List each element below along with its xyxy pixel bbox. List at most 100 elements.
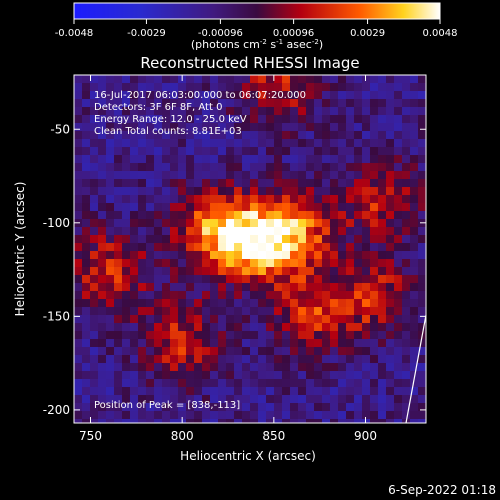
heatmap-cell: [242, 267, 250, 275]
heatmap-cell: [218, 243, 226, 251]
heatmap-cell: [370, 315, 378, 323]
heatmap-cell: [394, 331, 402, 339]
heatmap-cell: [202, 283, 210, 291]
heatmap-cell: [114, 235, 122, 243]
heatmap-cell: [130, 275, 138, 283]
heatmap-cell: [402, 171, 410, 179]
heatmap-cell: [114, 211, 122, 219]
heatmap-cell: [162, 411, 170, 419]
heatmap-cell: [234, 339, 242, 347]
heatmap-cell: [146, 115, 154, 123]
heatmap-cell: [138, 123, 146, 131]
heatmap-cell: [130, 347, 138, 355]
heatmap-cell: [314, 147, 322, 155]
heatmap-cell: [146, 403, 154, 411]
heatmap-cell: [418, 115, 426, 123]
heatmap-cell: [282, 107, 290, 115]
heatmap-cell: [218, 379, 226, 387]
heatmap-cell: [354, 163, 362, 171]
heatmap-cell: [90, 259, 98, 267]
heatmap-cell: [146, 371, 154, 379]
heatmap-cell: [74, 123, 82, 131]
heatmap-cell: [98, 155, 106, 163]
heatmap-cell: [282, 403, 290, 411]
heatmap-cell: [90, 355, 98, 363]
heatmap-cell: [298, 203, 306, 211]
heatmap-cell: [114, 331, 122, 339]
heatmap-cell: [194, 411, 202, 419]
heatmap-cell: [194, 243, 202, 251]
heatmap-cell: [330, 363, 338, 371]
heatmap-cell: [234, 163, 242, 171]
heatmap-cell: [74, 179, 82, 187]
heatmap-cell: [274, 203, 282, 211]
heatmap-cell: [202, 379, 210, 387]
heatmap-cell: [162, 91, 170, 99]
heatmap-cell: [290, 163, 298, 171]
heatmap-cell: [418, 259, 426, 267]
heatmap-cell: [354, 99, 362, 107]
x-tick-label: 750: [79, 429, 102, 443]
heatmap-cell: [146, 395, 154, 403]
heatmap-cell: [242, 395, 250, 403]
heatmap-cell: [354, 395, 362, 403]
heatmap-cell: [418, 275, 426, 283]
heatmap-cell: [266, 235, 274, 243]
heatmap-cell: [258, 139, 266, 147]
heatmap-cell: [354, 363, 362, 371]
heatmap-cell: [74, 331, 82, 339]
heatmap-cell: [194, 107, 202, 115]
heatmap-cell: [386, 395, 394, 403]
heatmap-cell: [210, 339, 218, 347]
heatmap-cell: [378, 163, 386, 171]
heatmap-cell: [82, 259, 90, 267]
heatmap-cell: [258, 91, 266, 99]
heatmap-cell: [194, 339, 202, 347]
heatmap-cell: [154, 107, 162, 115]
heatmap-cell: [82, 251, 90, 259]
heatmap-cell: [402, 291, 410, 299]
heatmap-cell: [338, 75, 346, 83]
heatmap-cell: [354, 259, 362, 267]
heatmap-cell: [402, 307, 410, 315]
heatmap-cell: [74, 155, 82, 163]
heatmap-cell: [74, 339, 82, 347]
heatmap-cell: [306, 307, 314, 315]
heatmap-cell: [82, 163, 90, 171]
heatmap-cell: [298, 307, 306, 315]
heatmap-cell: [298, 99, 306, 107]
heatmap-cell: [418, 91, 426, 99]
heatmap-cell: [282, 83, 290, 91]
heatmap-cell: [242, 363, 250, 371]
heatmap-cell: [266, 403, 274, 411]
heatmap-cell: [314, 275, 322, 283]
heatmap-cell: [210, 347, 218, 355]
heatmap-cell: [370, 299, 378, 307]
heatmap-cell: [226, 115, 234, 123]
heatmap-cell: [290, 139, 298, 147]
heatmap-cell: [378, 371, 386, 379]
heatmap-cell: [130, 291, 138, 299]
heatmap-cell: [266, 363, 274, 371]
heatmap-cell: [178, 227, 186, 235]
heatmap-cell: [154, 211, 162, 219]
heatmap-cell: [266, 387, 274, 395]
heatmap-cell: [418, 323, 426, 331]
colorbar: -0.0048 -0.0029 -0.00096 0.00096 0.0029 0.004…: [55, 2, 458, 51]
heatmap-cell: [186, 315, 194, 323]
heatmap-cell: [266, 419, 274, 423]
heatmap-cell: [266, 219, 274, 227]
heatmap-cell: [378, 219, 386, 227]
heatmap-cell: [146, 307, 154, 315]
heatmap-cell: [130, 83, 138, 91]
heatmap-cell: [122, 243, 130, 251]
heatmap-cell: [290, 155, 298, 163]
heatmap-cell: [90, 179, 98, 187]
heatmap-cell: [274, 355, 282, 363]
heatmap-cell: [162, 99, 170, 107]
heatmap-cell: [242, 339, 250, 347]
heatmap-cell: [250, 211, 258, 219]
heatmap-cell: [90, 339, 98, 347]
heatmap-cell: [82, 363, 90, 371]
heatmap-cell: [274, 195, 282, 203]
